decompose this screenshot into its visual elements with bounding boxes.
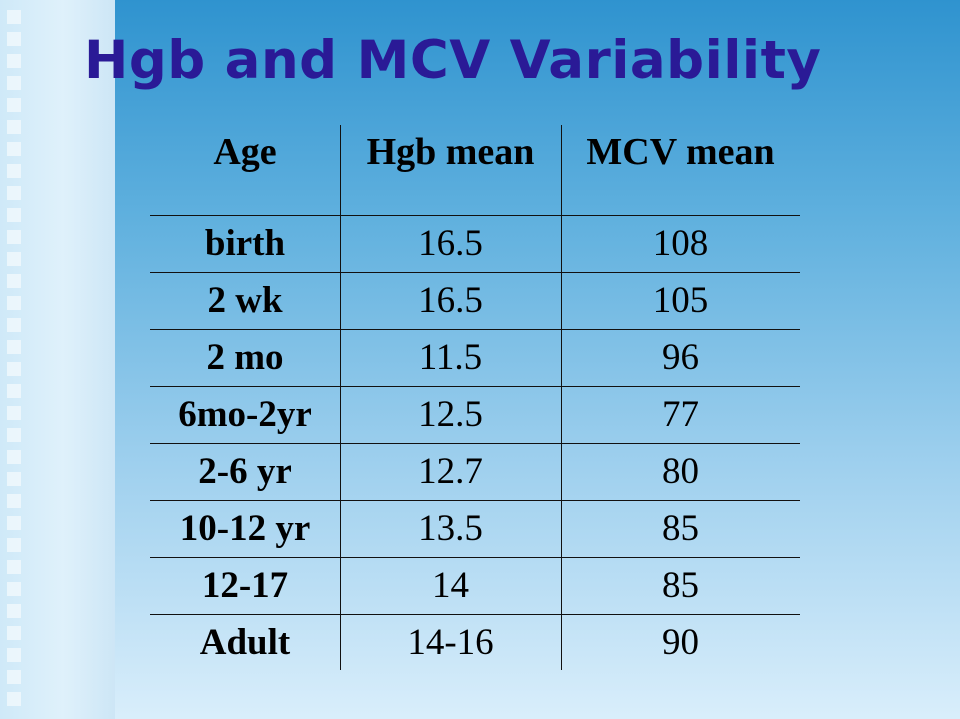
age-cell: 12-17 (201, 565, 289, 606)
decorative-square (7, 120, 21, 134)
age-cell: 2 wk (207, 280, 283, 321)
hgb-cell: 14-16 (407, 622, 494, 663)
row-divider (150, 500, 800, 501)
decorative-square (7, 450, 21, 464)
decorative-square (7, 340, 21, 354)
decorative-square (7, 626, 21, 640)
decorative-square (7, 230, 21, 244)
mcv-cell: 85 (662, 565, 699, 606)
hgb-cell: 16.5 (418, 280, 483, 321)
mcv-cell: 96 (662, 337, 699, 378)
decorative-square (7, 494, 21, 508)
mcv-cell: 90 (662, 622, 699, 663)
decorative-square (7, 560, 21, 574)
age-cell: 2-6 yr (198, 451, 292, 492)
decorative-square (7, 208, 21, 222)
decorative-square (7, 296, 21, 310)
row-divider (150, 557, 800, 558)
decorative-square (7, 604, 21, 618)
decorative-square (7, 362, 21, 376)
hgb-cell: 13.5 (418, 508, 483, 549)
decorative-square (7, 582, 21, 596)
decorative-square (7, 186, 21, 200)
mcv-cell: 77 (662, 394, 699, 435)
decorative-square (7, 384, 21, 398)
decorative-square (7, 428, 21, 442)
hgb-cell: 12.7 (418, 451, 483, 492)
mcv-cell: 105 (652, 280, 709, 321)
hgb-cell: 11.5 (418, 337, 483, 378)
decorative-square (7, 318, 21, 332)
decorative-square (7, 32, 21, 46)
age-cell: Adult (199, 622, 291, 663)
decorative-square (7, 648, 21, 662)
decorative-square (7, 252, 21, 266)
hgb-cell: 14 (432, 565, 469, 606)
hgb-cell: 16.5 (418, 223, 483, 264)
row-divider (150, 443, 800, 444)
decorative-square (7, 164, 21, 178)
decorative-square (7, 670, 21, 684)
left-decorative-band (0, 0, 115, 719)
mcv-cell: 108 (652, 223, 709, 264)
decorative-square (7, 472, 21, 486)
age-cell: 6mo-2yr (178, 394, 312, 435)
decorative-square (7, 54, 21, 68)
decorative-square (7, 76, 21, 90)
mcv-cell: 85 (662, 508, 699, 549)
header-mcv-mean: MCV mean (586, 131, 775, 173)
decorative-square (7, 516, 21, 530)
column-divider (340, 125, 341, 670)
decorative-square (7, 538, 21, 552)
row-divider (150, 215, 800, 216)
data-table: Age Hgb mean MCV mean birth 16.5 108 2 w… (150, 125, 800, 670)
age-cell: 10-12 yr (179, 508, 311, 549)
header-hgb-mean: Hgb mean (366, 131, 535, 173)
decorative-square (7, 98, 21, 112)
age-cell: 2 mo (206, 337, 284, 378)
decorative-square (7, 692, 21, 706)
decorative-square (7, 274, 21, 288)
column-divider (561, 125, 562, 670)
row-divider (150, 614, 800, 615)
decorative-squares (7, 0, 25, 719)
header-age: Age (213, 131, 277, 173)
decorative-square (7, 142, 21, 156)
row-divider (150, 329, 800, 330)
decorative-square (7, 406, 21, 420)
age-cell: birth (204, 223, 286, 264)
slide-title: Hgb and MCV Variability (84, 30, 822, 91)
row-divider (150, 386, 800, 387)
decorative-square (7, 10, 21, 24)
mcv-cell: 80 (662, 451, 699, 492)
row-divider (150, 272, 800, 273)
hgb-cell: 12.5 (418, 394, 483, 435)
